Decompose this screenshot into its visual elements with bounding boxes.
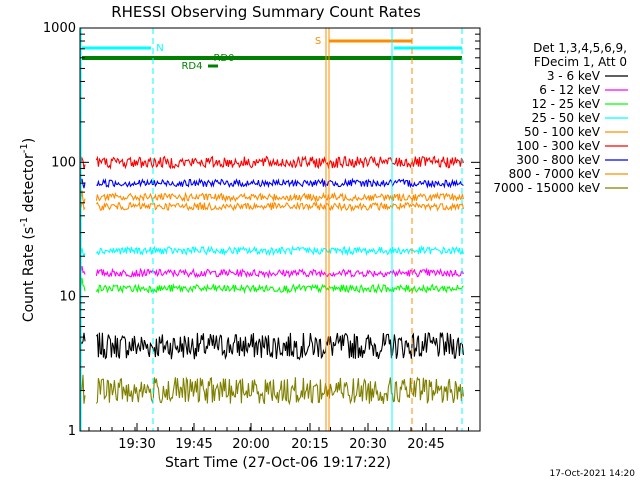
series-line xyxy=(80,190,464,204)
flag-layer: N S RD4 RD0 xyxy=(80,28,463,431)
chart-title: RHESSI Observing Summary Count Rates xyxy=(111,3,421,21)
flag-label: N xyxy=(156,43,163,54)
legend-label: 300 - 800 keV xyxy=(516,153,600,167)
flag-label: RD4 xyxy=(181,61,202,72)
x-tick-label: 20:15 xyxy=(291,437,328,452)
legend-label: 6 - 12 keV xyxy=(539,83,601,97)
series-line xyxy=(80,177,464,189)
series-line xyxy=(80,374,464,406)
series-line xyxy=(80,200,464,213)
y-axis-label: Count Rate (s-1 detector-1) xyxy=(19,138,37,322)
x-tick-label: 19:45 xyxy=(175,437,212,452)
y-tick-label: 1000 xyxy=(43,21,76,36)
axis-layer: 1 10 100 1000 19:30 19:45 20:00 20:15 20:30 20:45 xyxy=(43,21,480,452)
y-label-end: ) xyxy=(21,138,37,143)
x-tick-label: 20:00 xyxy=(232,437,269,452)
y-label-sup1: -1 xyxy=(19,217,30,227)
x-tick-label: 20:30 xyxy=(349,437,386,452)
legend-header-line-2: FDecim 1, Att 0 xyxy=(534,55,627,69)
x-tick-label: 19:30 xyxy=(118,437,155,452)
y-tick-label: 1 xyxy=(68,424,76,439)
legend-label: 100 - 300 keV xyxy=(516,139,600,153)
y-label-main: Count Rate (s xyxy=(21,227,37,322)
legend-label: 800 - 7000 keV xyxy=(509,167,601,181)
plot-frame xyxy=(79,27,481,432)
flag-label: RD0 xyxy=(213,53,234,64)
y-label-mid: detector xyxy=(21,153,37,217)
y-tick-label: 100 xyxy=(51,155,76,170)
legend-header-line-1: Det 1,3,4,5,6,9, xyxy=(533,41,627,55)
y-label-sup2: -1 xyxy=(19,143,30,153)
series-line xyxy=(80,265,464,279)
legend-label: 25 - 50 keV xyxy=(532,111,601,125)
series-line xyxy=(80,244,464,258)
series-line xyxy=(80,155,464,170)
legend-label: 50 - 100 keV xyxy=(524,125,601,139)
flag-label: S xyxy=(315,36,321,47)
series-line xyxy=(80,332,464,361)
x-tick-label: 20:45 xyxy=(407,437,444,452)
y-tick-label: 10 xyxy=(59,290,76,305)
legend: Det 1,3,4,5,6,9, FDecim 1, Att 0 3 - 6 k… xyxy=(493,41,628,195)
timestamp: 17-Oct-2021 14:20 xyxy=(550,469,636,479)
series-line xyxy=(80,277,464,295)
data-layer xyxy=(80,155,464,406)
x-axis-label: Start Time (27-Oct-06 19:17:22) xyxy=(165,455,391,471)
legend-label: 7000 - 15000 keV xyxy=(493,181,600,195)
legend-label: 12 - 25 keV xyxy=(532,97,601,111)
legend-label: 3 - 6 keV xyxy=(547,69,601,83)
